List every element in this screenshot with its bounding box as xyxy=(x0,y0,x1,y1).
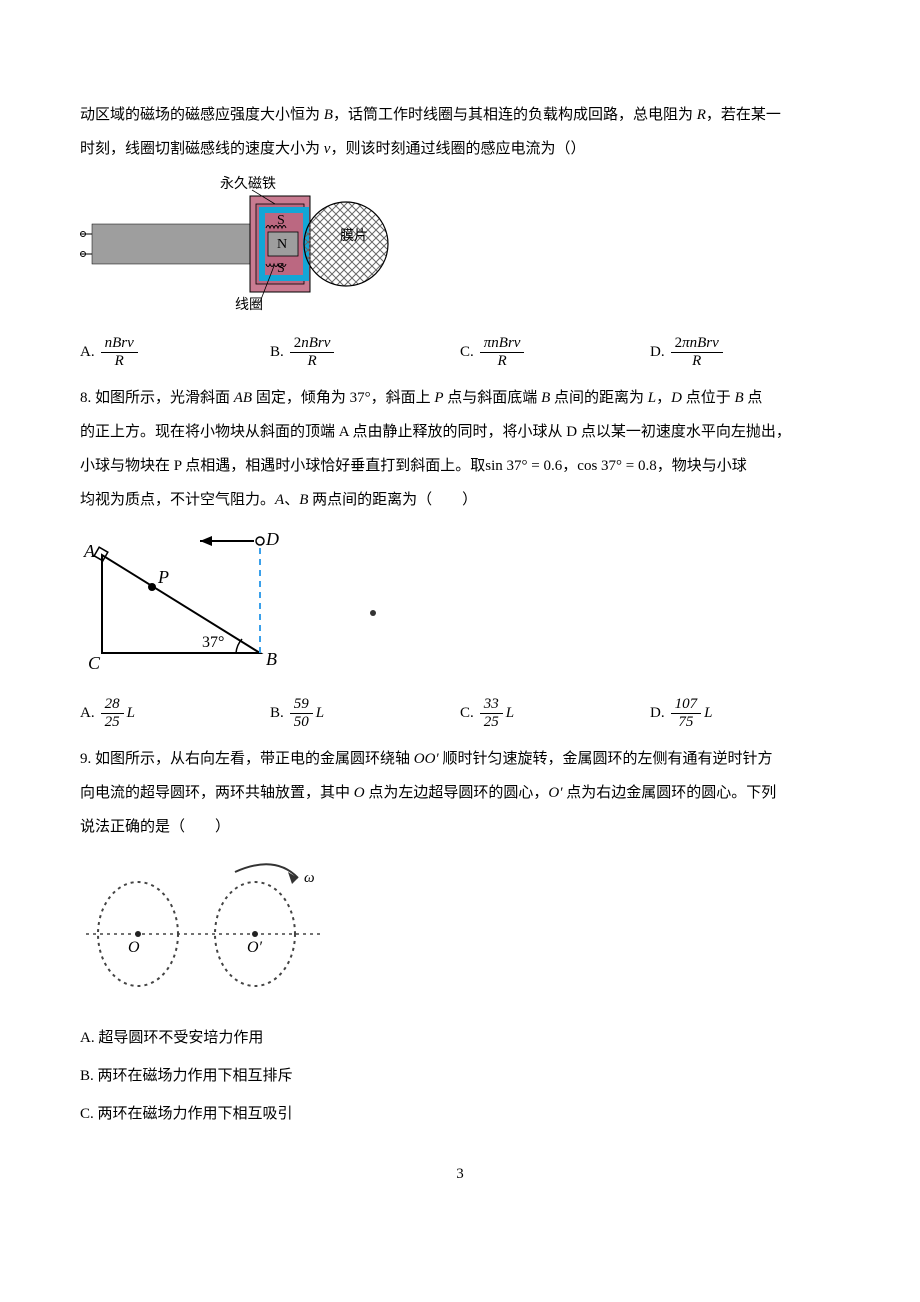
svg-text:B: B xyxy=(266,649,277,669)
q9-line1: 9. 如图所示，从右向左看，带正电的金属圆环绕轴 OO′ 顺时针匀速旋转，金属圆… xyxy=(80,744,840,774)
q7-opt-a: A. nBrvR xyxy=(80,335,270,369)
q7-opt-c: C. πnBrvR xyxy=(460,335,650,369)
q7-line2: 时刻，线圈切割磁感线的速度大小为 v，则该时刻通过线圈的感应电流为（） xyxy=(80,134,840,164)
q8-opt-d: D. 10775 L xyxy=(650,696,840,730)
svg-text:O′: O′ xyxy=(247,939,263,956)
q8-line3: 小球与物块在 P 点相遇，相遇时小球恰好垂直打到斜面上。取sin 37° = 0… xyxy=(80,451,840,481)
svg-text:C: C xyxy=(88,653,101,673)
q7-figure: S N S 永久磁铁 膜片 线圈 xyxy=(80,174,840,325)
svg-text:N: N xyxy=(277,237,287,252)
q8-figure: A P C B D 37° xyxy=(80,525,840,686)
q8-opt-b: B. 5950 L xyxy=(270,696,460,730)
q9-opt-a: A. 超导圆环不受安培力作用 xyxy=(80,1023,840,1053)
q9-opt-c: C. 两环在磁场力作用下相互吸引 xyxy=(80,1099,840,1129)
svg-text:ω: ω xyxy=(304,870,315,886)
q9-figure: O O′ ω xyxy=(80,852,840,1013)
svg-text:膜片: 膜片 xyxy=(340,228,368,244)
q7-opt-b: B. 2nBrvR xyxy=(270,335,460,369)
q9-line2: 向电流的超导圆环，两环共轴放置，其中 O 点为左边超导圆环的圆心，O′ 点为右边… xyxy=(80,778,840,808)
svg-text:永久磁铁: 永久磁铁 xyxy=(220,176,276,192)
q8-line1: 8. 如图所示，光滑斜面 AB 固定，倾角为 37°，斜面上 P 点与斜面底端 … xyxy=(80,383,840,413)
svg-text:P: P xyxy=(157,567,169,587)
q8-opt-a: A. 2825 L xyxy=(80,696,270,730)
q9-options: A. 超导圆环不受安培力作用 B. 两环在磁场力作用下相互排斥 C. 两环在磁场… xyxy=(80,1023,840,1129)
q9-opt-b: B. 两环在磁场力作用下相互排斥 xyxy=(80,1061,840,1091)
q9-line3: 说法正确的是（ ） xyxy=(80,812,840,842)
svg-text:D: D xyxy=(265,529,279,549)
svg-text:O: O xyxy=(128,939,140,956)
q8-line2: 的正上方。现在将小物块从斜面的顶端 A 点由静止释放的同时，将小球从 D 点以某… xyxy=(80,417,840,447)
svg-text:A: A xyxy=(83,541,96,561)
svg-text:37°: 37° xyxy=(202,634,224,651)
q8-options: A. 2825 L B. 5950 L C. 3325 L D. 10775 L xyxy=(80,696,840,730)
center-mark-icon xyxy=(370,610,376,616)
q7-options: A. nBrvR B. 2nBrvR C. πnBrvR D. 2πnBrvR xyxy=(80,335,840,369)
page-number: 3 xyxy=(80,1159,840,1189)
q8-line4: 均视为质点，不计空气阻力。A、B 两点间的距离为（ ） xyxy=(80,485,840,515)
svg-text:线圈: 线圈 xyxy=(235,297,263,313)
q8-opt-c: C. 3325 L xyxy=(460,696,650,730)
q7-opt-d: D. 2πnBrvR xyxy=(650,335,840,369)
q7-line1: 动区域的磁场的磁感应强度大小恒为 B，话筒工作时线圈与其相连的负载构成回路，总电… xyxy=(80,100,840,130)
